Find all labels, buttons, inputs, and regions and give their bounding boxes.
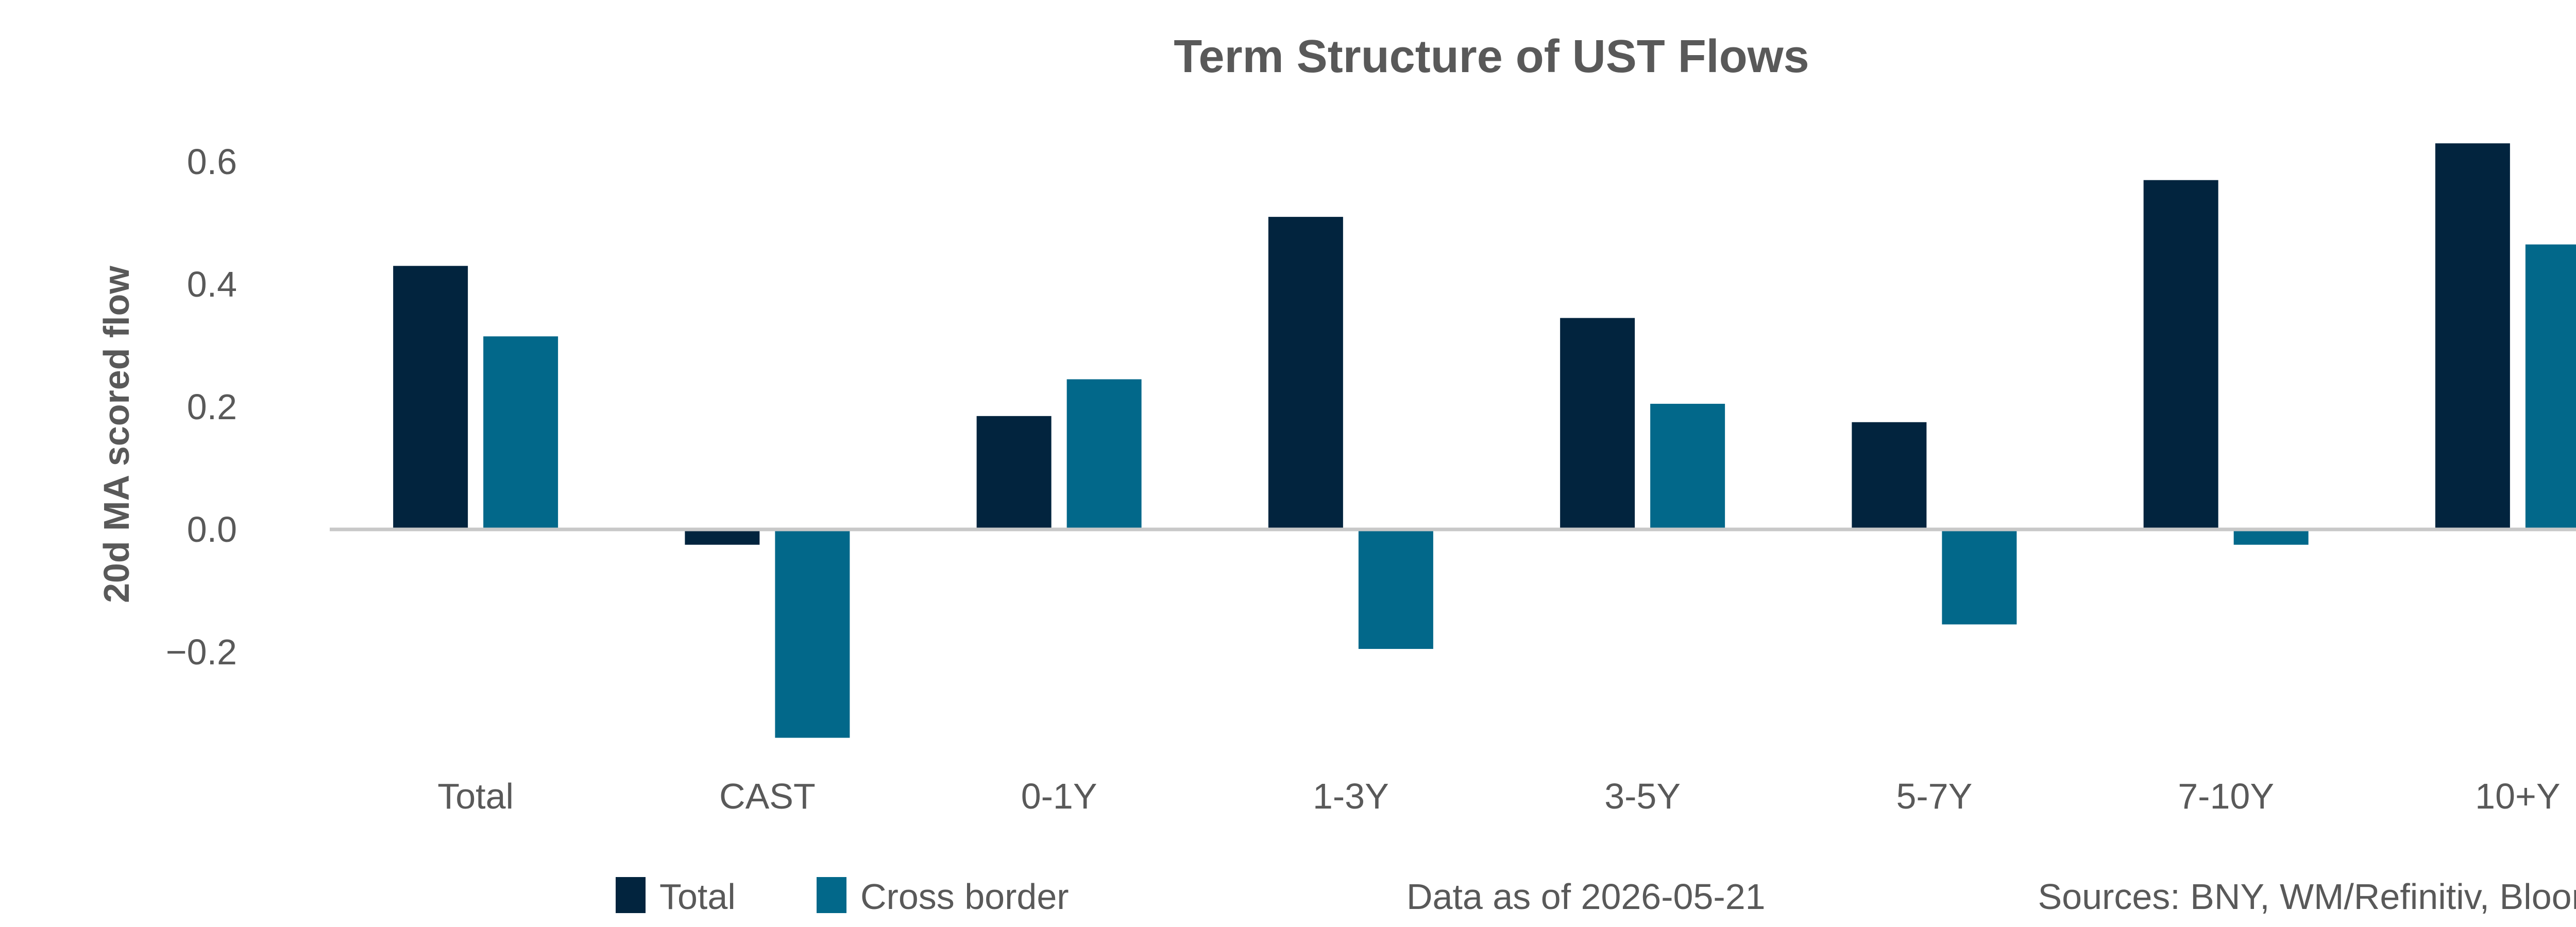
bar-total — [2435, 143, 2510, 529]
bar-total — [976, 416, 1052, 529]
bar-cross-border — [775, 529, 850, 738]
bar-total — [393, 266, 468, 529]
legend-swatch — [817, 877, 846, 913]
legend: Total Cross border — [616, 877, 1069, 917]
bar-cross-border — [1650, 404, 1725, 529]
y-tick-label: −0.2 — [166, 632, 237, 672]
x-tick-label: 1-3Y — [1313, 776, 1389, 816]
y-tick-label: 0.0 — [187, 509, 237, 550]
bar-cross-border — [1358, 529, 1433, 649]
x-tick-label: 0-1Y — [1021, 776, 1097, 816]
bar-total — [1852, 422, 1927, 529]
legend-swatch — [616, 877, 646, 913]
x-tick-label: 7-10Y — [2178, 776, 2274, 816]
bar-cross-border — [2233, 529, 2309, 545]
legend-label: Total — [659, 877, 736, 917]
bar-cross-border — [1942, 529, 2017, 625]
legend-label: Cross border — [860, 877, 1069, 917]
y-tick-label: 0.2 — [187, 387, 237, 427]
y-axis-label: 20d MA scored flow — [96, 266, 137, 603]
x-tick-label: 5-7Y — [1896, 776, 1972, 816]
x-tick-label: Total — [437, 776, 514, 816]
x-tick-label: 10+Y — [2475, 776, 2560, 816]
bar-cross-border — [2525, 244, 2576, 529]
plot-area: −0.2 0.0 0.2 0.4 0.6 Total CAST 0-1Y 1-3Y 3-5Y 5-7… — [166, 142, 2576, 816]
bar-total — [1560, 318, 1635, 529]
bar-cross-border — [483, 336, 558, 529]
data-as-of-note: Data as of 2026-05-21 — [1406, 877, 1766, 917]
bar-total — [2143, 180, 2218, 529]
y-tick-label: 0.4 — [187, 264, 237, 304]
x-tick-label: 3-5Y — [1604, 776, 1681, 816]
x-tick-label: CAST — [719, 776, 816, 816]
chart-title: Term Structure of UST Flows — [1174, 31, 1809, 82]
bar-total — [685, 529, 760, 545]
sources-note: Sources: BNY, WM/Refinitiv, Bloomberg — [2038, 877, 2576, 917]
bar-cross-border — [1066, 379, 1142, 529]
bar-total — [1268, 217, 1343, 530]
y-tick-label: 0.6 — [187, 142, 237, 182]
